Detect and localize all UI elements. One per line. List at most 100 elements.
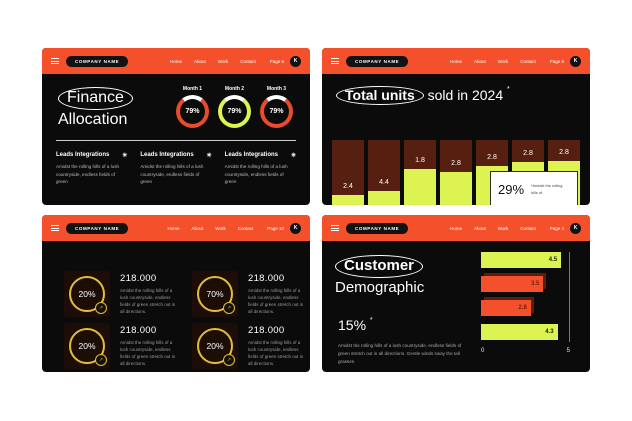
slide-title: Finance Allocation — [58, 87, 133, 130]
column-heading: Leads Integrations — [56, 152, 110, 158]
logo-icon[interactable]: K — [290, 222, 301, 234]
bar-value: 2.8 — [487, 154, 497, 162]
nav-about[interactable]: About — [194, 58, 206, 64]
star-icon: ✳ — [290, 153, 296, 159]
stat-value: 218.000 — [248, 272, 285, 284]
logo-icon[interactable]: K — [290, 55, 301, 67]
bar-value: 2.8 — [518, 305, 527, 311]
slide-header: COMPANY NAME Home About Work Contact Pag… — [322, 215, 590, 241]
stat-percent: 70% — [206, 289, 224, 299]
nav-contact[interactable]: Contact — [520, 58, 536, 64]
slide-header: COMPANY NAME Home About Work Contact Pag… — [42, 215, 310, 241]
slide-description: Amidst the rolling hills of a lush count… — [338, 343, 462, 364]
callout-value: 29% — [498, 182, 525, 197]
slide-total-units: COMPANY NAME Home About Work Contact Pag… — [322, 48, 590, 205]
menu-icon[interactable] — [331, 58, 339, 64]
nav-about[interactable]: About — [474, 58, 486, 64]
stat-percent: 20% — [206, 341, 224, 351]
donut-ring: 79% — [176, 95, 209, 128]
bar-column: 1.8 — [404, 140, 436, 205]
logo-icon[interactable]: K — [570, 222, 581, 234]
column-body: Amidst the rolling hills of a lush count… — [224, 164, 288, 185]
page-number: Page 4 — [549, 225, 564, 231]
nav-about[interactable]: About — [191, 225, 204, 231]
slide-header: COMPANY NAME Home About Work Contact Pag… — [322, 48, 590, 74]
bar-column: 4.4 — [368, 140, 400, 205]
asterisk-mark: * — [369, 317, 373, 324]
bar-column: 2.4 — [332, 140, 364, 205]
page-number: Page 8 — [549, 58, 564, 64]
nav-contact[interactable]: Contact — [237, 225, 254, 231]
feature-columns: Leads Integrations ✳ Amidst the rolling h… — [56, 152, 296, 186]
bar-value: 4.3 — [545, 329, 554, 335]
stat-block: 70% ↗ 218.000 Amidst the rolling hills of … — [192, 271, 304, 317]
nav-work[interactable]: Work — [217, 58, 229, 64]
slide-customer-demographic: COMPANY NAME Home About Work Contact Pag… — [322, 215, 590, 372]
logo-icon[interactable]: K — [570, 55, 581, 67]
donut-ring: 20% ↗ — [197, 328, 235, 366]
slide-body: Finance Allocation Month 1 79% Month 2 7… — [42, 74, 310, 205]
stat-block: 20% ↗ 218.000 Amidst the rolling hills of … — [64, 271, 176, 317]
nav-about[interactable]: About — [474, 225, 486, 231]
bar-row: 4.5 — [481, 252, 570, 268]
arrow-badge-icon: ↗ — [223, 354, 235, 366]
gauge-month-1: Month 1 79% — [176, 86, 209, 128]
nav-contact[interactable]: Contact — [240, 58, 256, 64]
slide-body: Customer Demographic 15% * Amidst the ro… — [322, 241, 590, 372]
donut-ring: 79% — [218, 95, 251, 128]
page-number: Page 6 — [269, 58, 284, 64]
donut-ring: 20% ↗ — [69, 276, 107, 314]
slide-body: 20% ↗ 218.000 Amidst the rolling hills of … — [42, 241, 310, 372]
bar-value: 2.4 — [343, 182, 353, 190]
bar-value: 2.8 — [523, 150, 533, 158]
bar-value: 4.4 — [379, 178, 389, 186]
feature-column: Leads Integrations ✳ Amidst the rolling h… — [225, 152, 296, 186]
nav-contact[interactable]: Contact — [520, 225, 536, 231]
menu-icon[interactable] — [51, 58, 59, 64]
nav-menu: Home About Work Contact — [450, 59, 536, 64]
stat-description: Amidst the rolling hills of a lush count… — [120, 339, 176, 367]
gauge-month-2: Month 2 79% — [218, 86, 251, 128]
feature-column: Leads Integrations ✳ Amidst the rolling h… — [140, 152, 211, 186]
nav-home[interactable]: Home — [167, 225, 180, 231]
slide-body: Total units sold in 2024 * 2.4 4.4 1.8 2… — [322, 74, 590, 205]
nav-home[interactable]: Home — [450, 225, 463, 231]
column-body: Amidst the rolling hills of a lush count… — [56, 164, 120, 185]
circled-word: Customer — [335, 255, 424, 279]
menu-icon[interactable] — [331, 225, 339, 231]
nav-home[interactable]: Home — [170, 58, 183, 64]
stat-percent: 15% * — [338, 317, 373, 333]
menu-icon[interactable] — [51, 225, 59, 231]
slide-title: Total units sold in 2024 * — [336, 86, 510, 105]
company-name-badge: COMPANY NAME — [346, 222, 409, 234]
bar-chart-demographic: 4.5 3.5 2.8 4.3 0 5 — [481, 252, 570, 354]
donut-ring: 79% — [260, 95, 293, 128]
asterisk-mark: * — [507, 86, 510, 93]
page-number: Page 10 — [267, 225, 284, 231]
nav-work[interactable]: Work — [497, 58, 509, 64]
slide-header: COMPANY NAME Home About Work Contact Pag… — [42, 48, 310, 74]
nav-menu: Home About Work Contact — [450, 226, 536, 231]
nav-work[interactable]: Work — [497, 225, 509, 231]
bar-row: 4.3 — [481, 324, 570, 340]
arrow-badge-icon: ↗ — [223, 302, 235, 314]
donut-ring: 70% ↗ — [197, 276, 235, 314]
stat-value: 218.000 — [120, 272, 157, 284]
company-name-badge: COMPANY NAME — [66, 55, 129, 67]
bar-row: 3.5 — [481, 276, 570, 292]
nav-work[interactable]: Work — [215, 225, 226, 231]
month-gauges: Month 1 79% Month 2 79% Month 3 79% — [176, 86, 293, 128]
gauge-month-3: Month 3 79% — [260, 86, 293, 128]
slide-finance-allocation: COMPANY NAME Home About Work Contact Pag… — [42, 48, 310, 205]
stat-description: Amidst the rolling hills of a lush count… — [248, 287, 304, 315]
stat-percent: 20% — [78, 289, 96, 299]
stats-grid: 20% ↗ 218.000 Amidst the rolling hills of … — [64, 271, 304, 369]
star-icon: ✳ — [122, 153, 128, 159]
column-body: Amidst the rolling hills of a lush count… — [140, 164, 204, 185]
bar-value: 2.8 — [451, 160, 461, 168]
bar-value: 2.8 — [559, 148, 569, 156]
slide-kpi-stats: COMPANY NAME Home About Work Contact Pag… — [42, 215, 310, 372]
stat-description: Amidst the rolling hills of a lush count… — [248, 339, 304, 367]
bar-value: 1.8 — [415, 157, 425, 165]
nav-home[interactable]: Home — [450, 58, 463, 64]
